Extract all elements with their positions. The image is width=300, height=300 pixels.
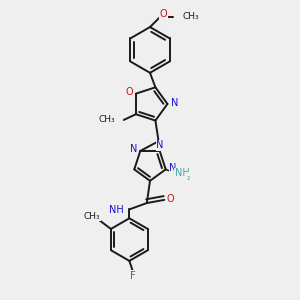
Text: O: O <box>166 194 174 204</box>
Text: F: F <box>130 271 136 281</box>
Text: CH₃: CH₃ <box>182 12 199 21</box>
Text: NH: NH <box>109 206 124 215</box>
Text: O: O <box>125 87 133 98</box>
Text: N: N <box>169 164 176 173</box>
Text: N: N <box>130 144 137 154</box>
Text: NH: NH <box>175 168 190 178</box>
Text: ₂: ₂ <box>187 172 190 182</box>
Text: CH₃: CH₃ <box>83 212 100 221</box>
Text: O: O <box>160 9 167 20</box>
Text: CH₃: CH₃ <box>99 116 115 124</box>
Text: N: N <box>156 140 164 150</box>
Text: N: N <box>171 98 178 108</box>
